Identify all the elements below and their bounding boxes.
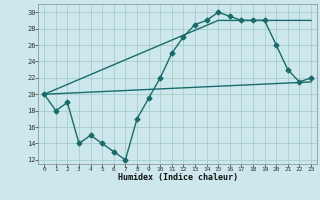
- X-axis label: Humidex (Indice chaleur): Humidex (Indice chaleur): [118, 173, 238, 182]
